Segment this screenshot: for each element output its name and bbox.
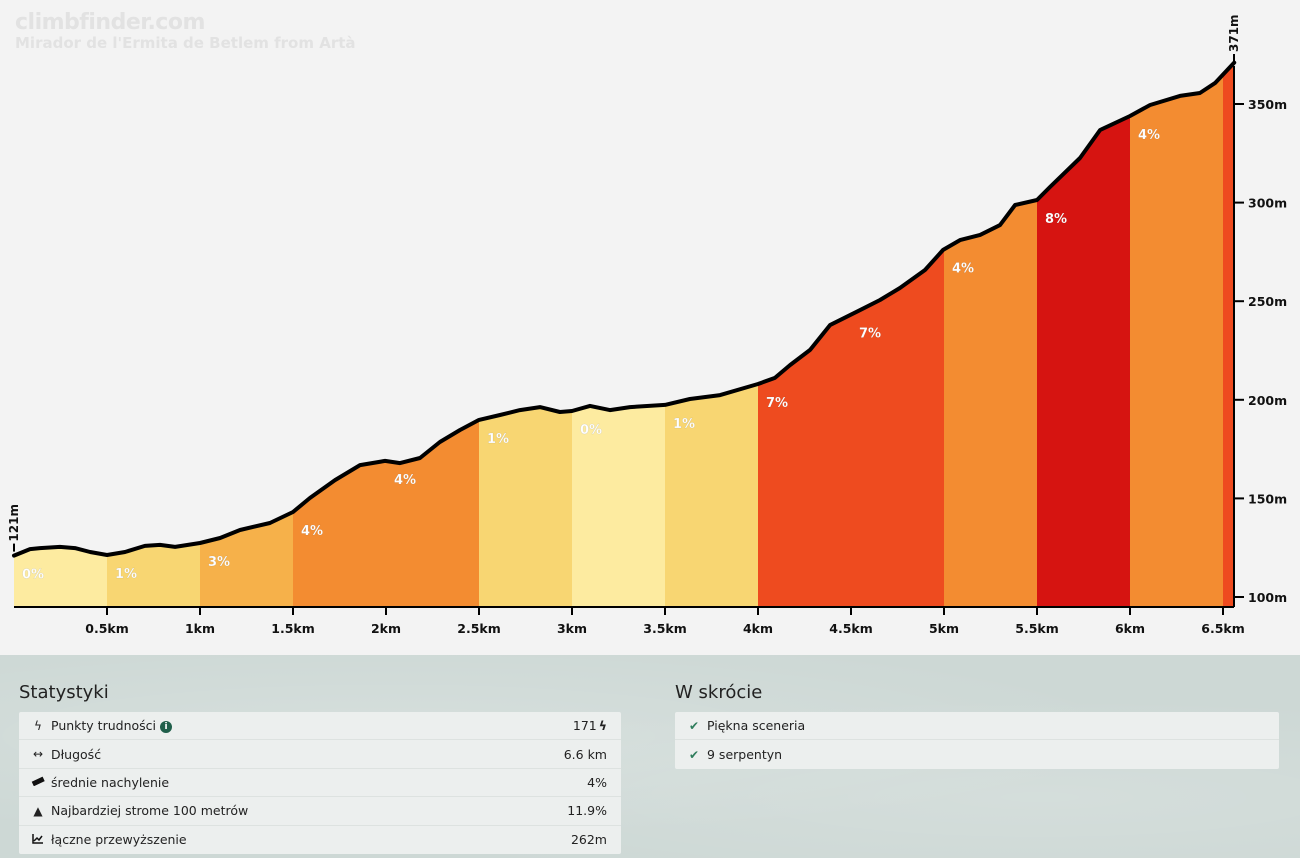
gradient-segment xyxy=(14,62,108,607)
y-tick-label: 300m xyxy=(1248,196,1287,211)
stat-label: Punkty trudności xyxy=(51,718,156,734)
grade-label: 4% xyxy=(394,473,416,488)
elevation-line xyxy=(12,60,1237,558)
grade-label: 4% xyxy=(301,524,323,539)
grade-label: 3% xyxy=(208,555,230,570)
summary-item: ✔ Piękna sceneria xyxy=(675,712,1279,741)
warning-icon: ▲ xyxy=(33,803,43,818)
x-tick-label: 5.5km xyxy=(1015,621,1058,636)
bolt-icon: ϟ xyxy=(598,718,607,734)
arrows-horizontal-icon: ↔ xyxy=(32,747,44,762)
x-tick-label: 6.5km xyxy=(1201,621,1244,636)
grade-label: 7% xyxy=(766,396,788,411)
stat-value: 171 xyxy=(572,718,597,734)
min-elevation-label: 121m xyxy=(7,504,21,542)
gradient-segment xyxy=(200,62,294,607)
x-tick-label: 0.5km xyxy=(85,621,128,636)
stat-label: średnie nachylenie xyxy=(51,774,170,790)
chart-line-icon xyxy=(29,833,47,847)
gradient-segment xyxy=(293,62,387,607)
max-elevation-label: 371m xyxy=(1227,14,1241,52)
x-tick-label: 2.5km xyxy=(457,621,500,636)
stat-row-avg-gradient: średnie nachylenie 4% xyxy=(19,769,621,798)
grade-label: 8% xyxy=(1045,212,1067,227)
grade-label: 0% xyxy=(580,423,602,438)
summary-title: W skrócie xyxy=(675,682,763,703)
grade-label: 4% xyxy=(1138,128,1160,143)
x-tick-label: 4.5km xyxy=(829,621,872,636)
stat-value: 6.6 km xyxy=(563,746,607,762)
x-tick-label: 5km xyxy=(929,621,959,636)
stat-row-length: ↔ Długość 6.6 km xyxy=(19,740,621,769)
stat-value: 262m xyxy=(570,832,607,848)
watermark: climbfinder.com Mirador de l'Ermita de B… xyxy=(15,12,356,51)
gradient-segment xyxy=(107,62,201,607)
site-watermark: climbfinder.com xyxy=(15,10,205,35)
y-tick-label: 350m xyxy=(1248,97,1287,112)
grade-label: 4% xyxy=(952,261,974,276)
gradient-segment xyxy=(479,62,573,607)
stats-title: Statystyki xyxy=(19,682,109,703)
y-tick-label: 150m xyxy=(1248,491,1287,506)
gradient-segment xyxy=(851,62,945,607)
x-tick-label: 4km xyxy=(743,621,773,636)
stat-row-elevation-gain: łączne przewyższenie 262m xyxy=(19,826,621,854)
y-tick-label: 100m xyxy=(1248,590,1287,605)
summary-item-label: Piękna sceneria xyxy=(707,718,806,734)
x-tick-label: 1km xyxy=(185,621,215,636)
elevation-chart: 0% 1% 3% 4% 4% 1% 0% 1% 7% 7% 4% 8% 4% 100m 150m 200m 25… xyxy=(7,11,1288,636)
elevation-profile-svg: 0% 1% 3% 4% 4% 1% 0% 1% 7% 7% 4% 8% 4% 100m 150m 200m 25… xyxy=(7,14,1287,636)
gradient-segments xyxy=(14,62,1235,607)
info-icon[interactable]: i xyxy=(160,721,172,734)
bolt-icon: ϟ xyxy=(34,718,42,733)
grade-label: 1% xyxy=(673,417,695,432)
gradient-segment xyxy=(1037,62,1131,607)
gradient-segment xyxy=(944,62,1038,607)
gradient-segment xyxy=(1223,62,1235,607)
info-panel: Statystyki ϟ Punkty trudności i 171 ϟ ↔ Dł… xyxy=(0,655,1300,858)
stat-label: Długość xyxy=(51,746,102,762)
summary-item-label: 9 serpentyn xyxy=(707,747,783,763)
gradient-segment xyxy=(665,62,759,607)
x-tick-label: 6km xyxy=(1115,621,1145,636)
gradient-segment xyxy=(1130,62,1224,607)
y-tick-label: 200m xyxy=(1248,393,1287,408)
stat-label: Najbardziej strome 100 metrów xyxy=(51,803,249,819)
ruler-icon xyxy=(29,775,47,789)
check-icon: ✔ xyxy=(688,718,700,733)
stat-value: 4% xyxy=(587,774,607,790)
x-tick-label: 3.5km xyxy=(643,621,686,636)
stat-row-steepest: ▲ Najbardziej strome 100 metrów 11.9% xyxy=(19,797,621,826)
stat-label: łączne przewyższenie xyxy=(51,832,187,848)
gradient-segment xyxy=(572,62,666,607)
stats-table: ϟ Punkty trudności i 171 ϟ ↔ Długość 6.6 k… xyxy=(19,712,621,854)
stat-value: 11.9% xyxy=(567,803,607,819)
x-tick-label: 3km xyxy=(557,621,587,636)
x-tick-label: 1.5km xyxy=(271,621,314,636)
grade-label: 7% xyxy=(859,327,881,342)
climb-name: Mirador de l'Ermita de Betlem from Artà xyxy=(15,34,356,52)
grade-label: 1% xyxy=(115,567,137,582)
x-tick-label: 2km xyxy=(371,621,401,636)
stat-row-difficulty: ϟ Punkty trudności i 171 ϟ xyxy=(19,712,621,741)
check-icon: ✔ xyxy=(688,747,700,762)
grade-label: 0% xyxy=(22,568,44,583)
gradient-segment xyxy=(758,62,852,607)
gradient-segment xyxy=(386,62,480,607)
grade-label: 1% xyxy=(487,432,509,447)
y-tick-label: 250m xyxy=(1248,294,1287,309)
summary-list: ✔ Piękna sceneria ✔ 9 serpentyn xyxy=(675,712,1279,769)
summary-item: ✔ 9 serpentyn xyxy=(675,740,1279,768)
